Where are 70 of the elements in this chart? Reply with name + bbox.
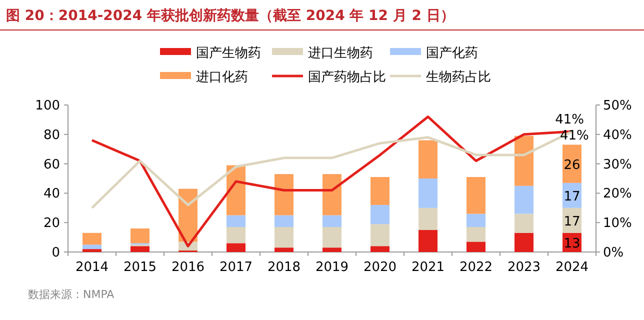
- bar: [274, 248, 294, 252]
- source-note: 数据来源：NMPA: [28, 288, 115, 301]
- bar: [226, 227, 246, 244]
- x-tick-label: 2017: [219, 260, 253, 275]
- x-tick-label: 2024: [555, 260, 589, 275]
- y-tick-label: 0: [52, 246, 60, 260]
- bar: [322, 248, 342, 252]
- bar: [514, 136, 534, 186]
- bar: [370, 224, 390, 246]
- data-label: 41%: [560, 128, 589, 144]
- bar: [82, 244, 102, 250]
- bar: [274, 174, 294, 216]
- x-tick-label: 2023: [507, 260, 541, 275]
- data-label: 26: [564, 158, 580, 173]
- y-tick-label: 60: [43, 157, 60, 172]
- y2-tick-label: 30%: [603, 157, 632, 172]
- bar: [370, 177, 390, 205]
- bar: [322, 227, 342, 248]
- legend-label: 生物药占比: [426, 70, 491, 85]
- legend-label: 国产药物占比: [308, 70, 386, 85]
- bar: [466, 242, 486, 252]
- x-tick-label: 2022: [459, 260, 493, 275]
- bar: [418, 230, 438, 252]
- bar: [466, 214, 486, 228]
- y2-tick-label: 50%: [603, 98, 632, 114]
- x-tick-label: 2020: [363, 260, 397, 275]
- y-tick-label: 100: [35, 98, 60, 114]
- bar: [562, 144, 582, 183]
- y-tick-label: 40: [43, 186, 60, 202]
- bar: [466, 227, 486, 242]
- bar: [226, 243, 246, 252]
- bar: [370, 246, 390, 252]
- x-tick-label: 2016: [171, 260, 205, 275]
- x-tick-label: 2018: [267, 260, 301, 275]
- y2-tick-label: 10%: [603, 216, 632, 232]
- bar: [130, 246, 150, 252]
- bar: [274, 215, 294, 228]
- bar: [82, 232, 102, 245]
- bar: [274, 227, 294, 248]
- legend-label: 进口生物药: [308, 46, 373, 61]
- legend-label: 进口化药: [196, 70, 248, 85]
- bar: [514, 214, 534, 233]
- x-tick-label: 2015: [123, 260, 157, 275]
- x-tick-label: 2014: [75, 260, 109, 275]
- bar: [466, 177, 486, 214]
- bar: [370, 204, 390, 224]
- bar: [130, 228, 150, 244]
- bar: [514, 232, 534, 252]
- y2-tick-label: 20%: [603, 186, 632, 202]
- data-label: 17: [564, 189, 580, 204]
- legend-label: 国产生物药: [196, 46, 261, 61]
- legend-label: 国产化药: [426, 46, 478, 61]
- bar: [418, 208, 438, 230]
- data-label: 13: [564, 236, 580, 252]
- data-label: 17: [564, 214, 580, 230]
- y2-tick-label: 40%: [603, 128, 632, 143]
- x-tick-label: 2021: [411, 260, 445, 275]
- y2-tick-label: 0%: [603, 246, 624, 260]
- bar: [322, 215, 342, 228]
- y-tick-label: 80: [43, 128, 60, 143]
- bar: [418, 140, 438, 178]
- title: 图 20：2014-2024 年获批创新药数量（截至 2024 年 12 月 2 日）: [6, 8, 454, 24]
- data-label: 41%: [555, 112, 584, 128]
- x-tick-label: 2019: [315, 260, 349, 275]
- bar: [322, 174, 342, 216]
- bar: [514, 186, 534, 214]
- bar: [82, 249, 102, 252]
- y-tick-label: 20: [43, 216, 60, 232]
- bar: [226, 215, 246, 228]
- bar: [418, 178, 438, 208]
